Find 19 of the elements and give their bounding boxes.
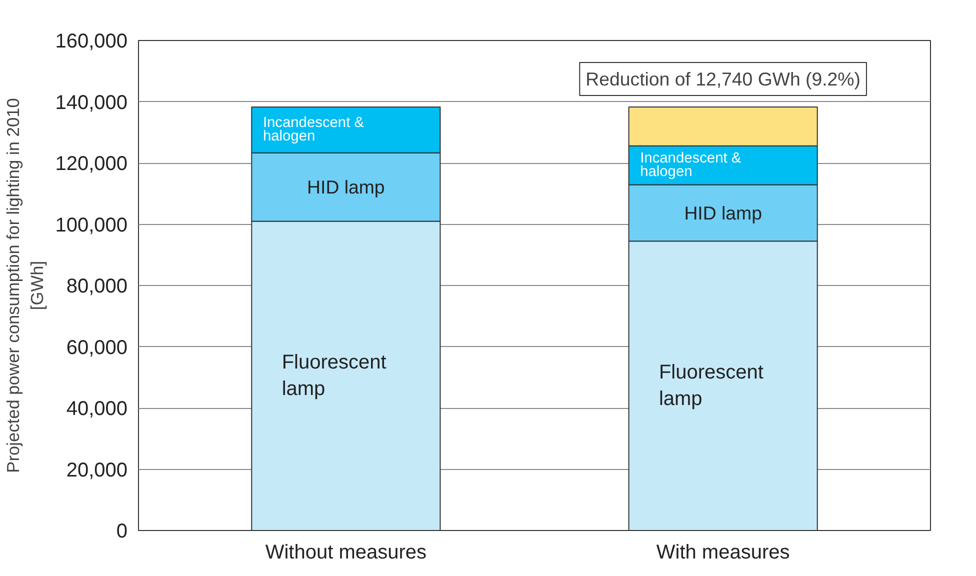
series-label: Fluorescent lamp	[282, 352, 387, 400]
series-label: HID lamp	[684, 202, 762, 224]
annotation: Reduction of 12,740 GWh (9.2%)	[586, 68, 860, 90]
y-tick-label: 40,000	[66, 398, 128, 420]
series-label: Incandescent & halogen	[640, 150, 742, 180]
text: Incandescent & halogen	[262, 115, 364, 145]
y-tick-label: 20,000	[66, 459, 128, 482]
y-tick-label: 160,000	[55, 30, 128, 52]
text: HID lamp	[307, 176, 385, 198]
text: Fluorescent lamp	[658, 362, 764, 410]
y-axis-title: Projected power consumption for lighting in 2010 [GWh]	[3, 98, 48, 473]
y-tick-label: 60,000	[66, 336, 128, 359]
y-tick-label: 80,000	[66, 276, 128, 298]
y-tick-label: 140,000	[55, 92, 128, 114]
x-tick-label: Without measures	[265, 542, 427, 564]
y-tick-label: 100,000	[55, 214, 128, 236]
x-tick-label: With measures	[656, 542, 790, 564]
y-tick-label: 120,000	[55, 153, 128, 175]
y-tick-label: 0	[116, 520, 128, 542]
